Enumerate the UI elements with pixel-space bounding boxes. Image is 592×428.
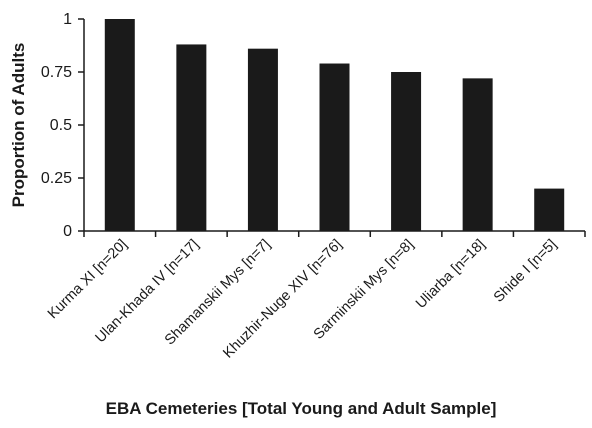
y-tick-label: 0.25	[41, 170, 72, 187]
category-label: Khuzhir-Nuge XIV [n=76]	[220, 237, 345, 362]
bars	[104, 19, 565, 232]
y-axis-title: Proportion of Adults	[9, 43, 28, 208]
y-tick-label: 1	[63, 11, 72, 28]
y-tick-label: 0.75	[41, 64, 72, 81]
category-label: Uliarba [n=18]	[413, 237, 488, 312]
bar	[391, 72, 422, 231]
bar	[462, 78, 493, 231]
y-axis: 0 0.25 0.5 0.75 1	[41, 11, 85, 240]
bar	[104, 19, 135, 231]
category-labels: Kurma XI [n=20]Ulan-Khada IV [n=17]Shama…	[45, 237, 560, 362]
bar	[534, 188, 565, 231]
bar	[319, 63, 350, 231]
category-label: Shide I [n=5]	[491, 237, 560, 306]
bar	[247, 48, 278, 232]
y-tick-label: 0.5	[50, 117, 72, 134]
x-axis	[83, 230, 586, 237]
y-tick-label: 0	[63, 223, 72, 240]
bar	[176, 44, 207, 231]
x-axis-title: EBA Cemeteries [Total Young and Adult Sa…	[106, 399, 497, 418]
